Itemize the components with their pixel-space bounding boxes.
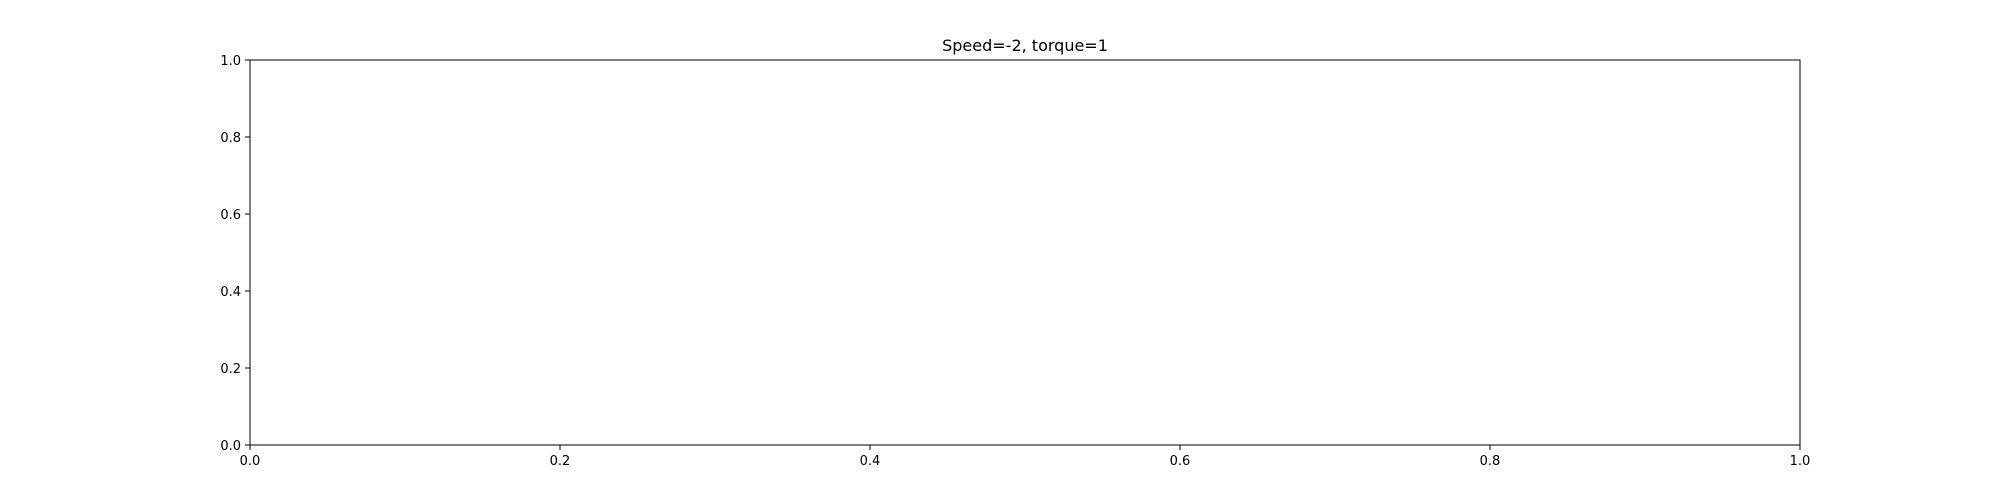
y-tick-label: 0.2	[220, 362, 241, 377]
y-tick-label: 1.0	[220, 54, 241, 69]
y-axis: 0.0 0.2 0.4 0.6 0.8 1.0	[220, 54, 250, 454]
x-tick-label: 0.0	[240, 454, 261, 469]
chart-title: Speed=-2, torque=1	[942, 36, 1108, 55]
y-tick-label: 0.0	[220, 439, 241, 454]
y-tick-label: 0.4	[220, 285, 241, 300]
x-tick-label: 0.4	[860, 454, 881, 469]
x-axis: 0.0 0.2 0.4 0.6 0.8 1.0	[240, 445, 1811, 469]
y-tick-label: 0.6	[220, 208, 241, 223]
plot-area-frame	[249, 59, 1801, 446]
x-tick-label: 0.2	[550, 454, 571, 469]
x-tick-label: 0.8	[1480, 454, 1501, 469]
x-tick-label: 0.6	[1170, 454, 1191, 469]
x-tick-label: 1.0	[1790, 454, 1811, 469]
y-tick-label: 0.8	[220, 131, 241, 146]
